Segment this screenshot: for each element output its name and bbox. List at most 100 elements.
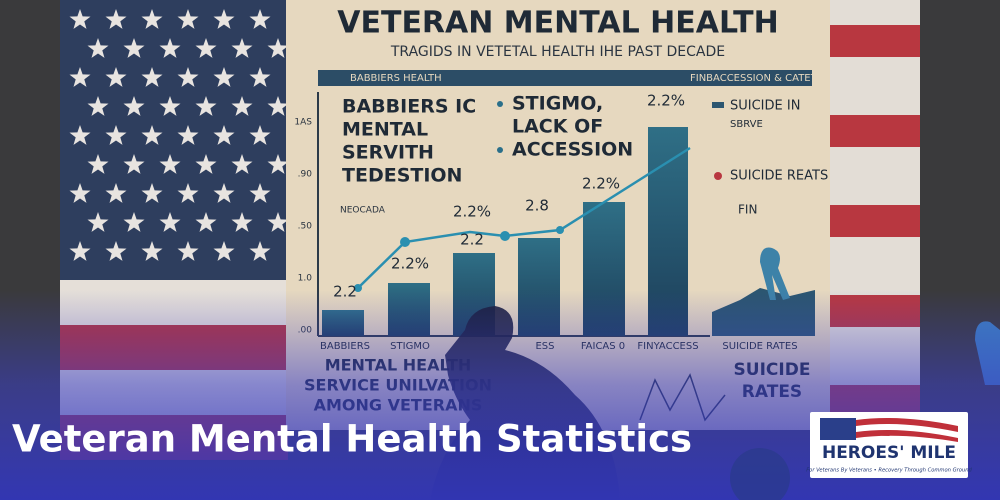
axis-label: 1AS [294,118,312,128]
block-text: SERVITH [342,142,434,164]
star [177,9,199,29]
legend-text: SUICIDE REATS [730,169,828,184]
star [195,154,217,174]
axis-label: .50 [298,222,313,232]
trend-dot [400,237,410,247]
star [159,212,181,232]
logo-flag-stripe [856,418,958,432]
star [123,96,145,116]
emblem [730,448,790,500]
star [195,212,217,232]
star [177,67,199,87]
star [267,38,289,58]
star [177,241,199,261]
star [249,9,271,29]
logo-tagline: For Veterans By Veterans • Recovery Thro… [806,468,972,474]
trend-dot [556,226,564,234]
star [213,67,235,87]
star [141,67,163,87]
logo-name: HEROES' MILE [822,443,956,463]
star [105,183,127,203]
bullet-text: LACK OF [512,116,603,138]
flag-stripe [830,115,920,147]
legend-text: SUICIDE IN [730,99,800,114]
axis-label: .90 [298,170,313,180]
legend-text: SBRVE [730,119,763,130]
banner-title: Veteran Mental Health Statistics [12,418,692,461]
star [177,125,199,145]
star [159,96,181,116]
star [87,212,109,232]
star [141,183,163,203]
header-bar [318,70,812,86]
poster-subtitle: TRAGIDS IN VETETAL HEALTH IHE PAST DECAD… [390,44,725,60]
star [195,96,217,116]
star [69,67,91,87]
star [231,154,253,174]
bar-label: 2.8 [525,197,549,215]
bar-label: 2.2% [582,175,620,193]
star [213,241,235,261]
bar-label: 2.2% [391,255,429,273]
star [213,183,235,203]
legend-swatch [712,102,724,108]
star [69,183,91,203]
star [141,9,163,29]
header-right: FINBACCESSION & CATETS [690,73,823,84]
star [231,212,253,232]
star [267,212,289,232]
bar-label: 2.2 [460,231,484,249]
star [159,38,181,58]
star [141,241,163,261]
star [213,125,235,145]
trend-line [357,146,691,289]
trend-dot [500,231,510,241]
star [105,241,127,261]
star [231,38,253,58]
chart-note: NEOCADA [340,206,386,216]
star [105,125,127,145]
star [123,154,145,174]
header-left: BABBIERS HEALTH [350,73,442,84]
star [213,9,235,29]
star [69,241,91,261]
block-text: MENTAL [342,119,428,141]
star [123,38,145,58]
bullet-dot [497,147,503,153]
bar-label: 2.2% [647,92,685,110]
axis-label: 1.0 [298,274,313,284]
star [87,96,109,116]
block-text: BABBIERS IC [342,96,476,118]
legend-text: FIN [738,203,757,217]
flag-stripe [830,25,920,57]
logo-flag-stripe [856,430,958,442]
star [249,125,271,145]
star [141,125,163,145]
star [249,241,271,261]
star [249,67,271,87]
bullet-text: STIGMO, [512,93,603,115]
flag-canton [60,0,288,280]
star [123,212,145,232]
legend-swatch [714,172,722,180]
star [159,154,181,174]
star [231,96,253,116]
star [69,9,91,29]
bullet-dot [497,101,503,107]
star [267,154,289,174]
ribbon [760,247,790,300]
star [69,125,91,145]
poster-title: VETERAN MENTAL HEALTH [337,6,778,41]
star [105,9,127,29]
star [87,38,109,58]
star [105,67,127,87]
bullet-text: ACCESSION [512,139,633,161]
star [195,38,217,58]
flag-stripe [830,205,920,237]
star [249,183,271,203]
bar-label: 2.2% [453,203,491,221]
block-text: TEDESTION [342,165,462,187]
star [177,183,199,203]
